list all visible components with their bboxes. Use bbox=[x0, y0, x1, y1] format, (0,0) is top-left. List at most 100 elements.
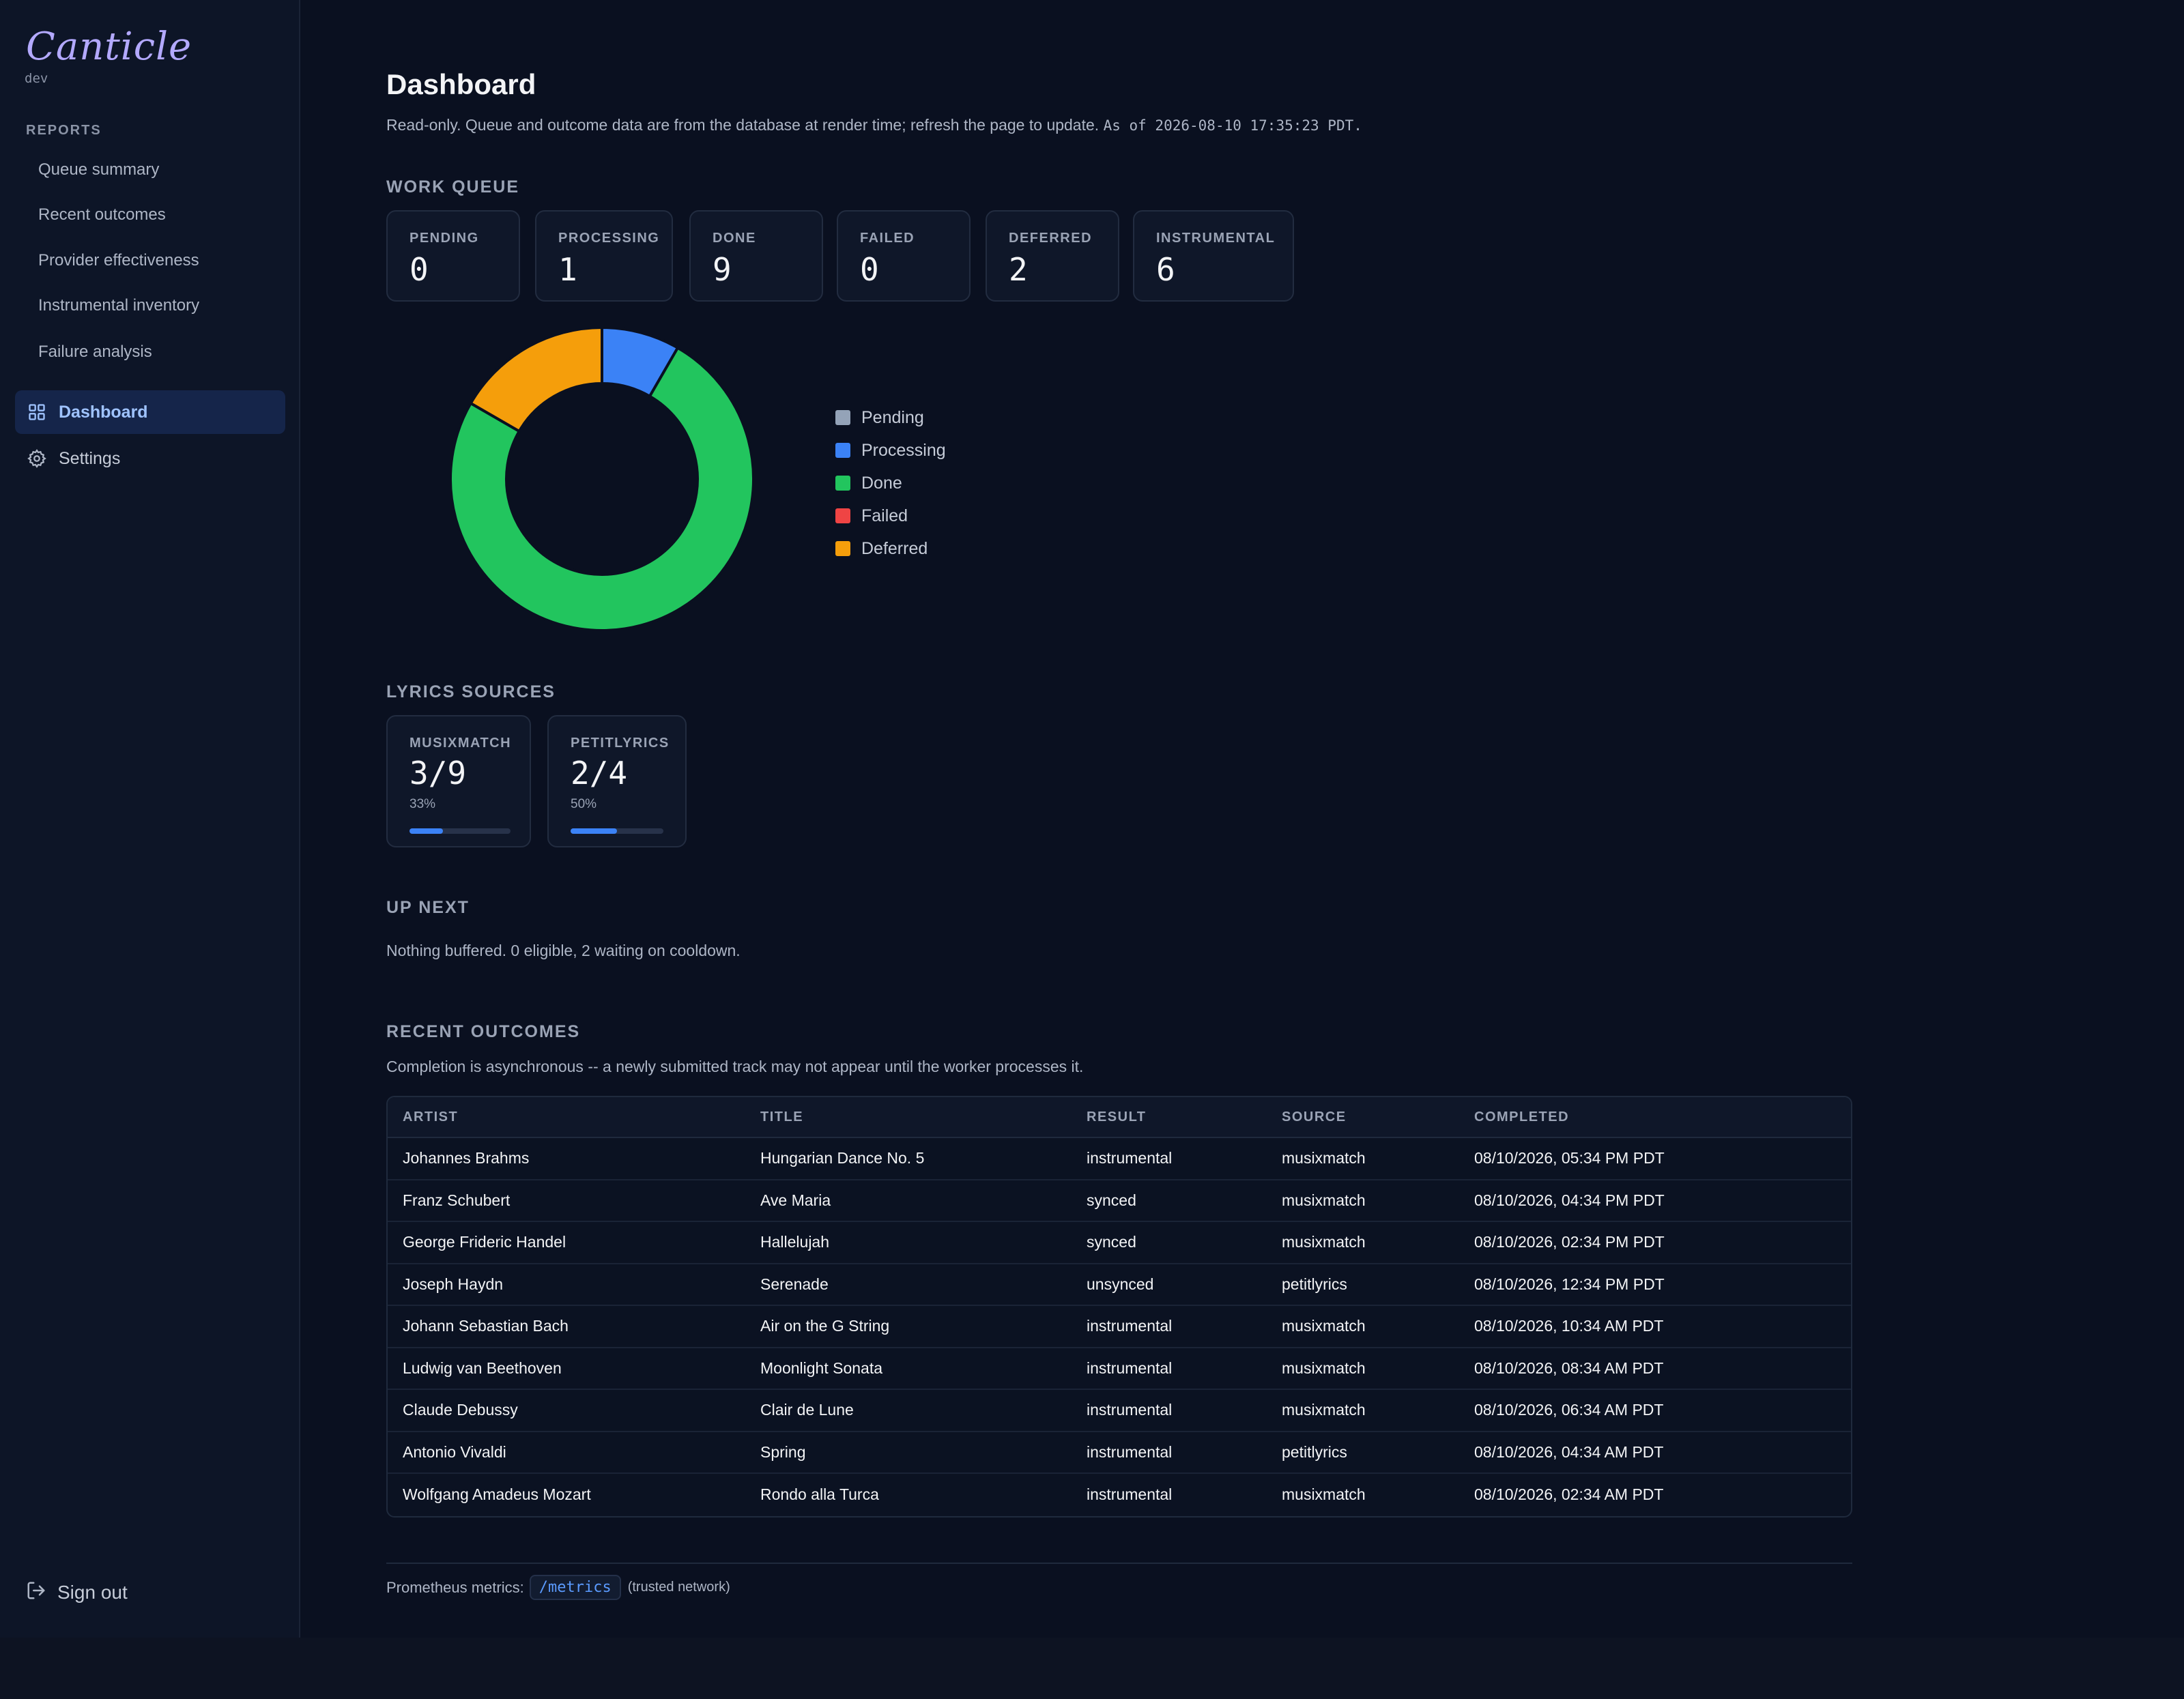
up-next-text: Nothing buffered. 0 eligible, 2 waiting … bbox=[386, 942, 741, 959]
footer-divider bbox=[386, 1563, 1852, 1564]
footer-prefix: Prometheus metrics: bbox=[386, 1578, 524, 1596]
table-row: George Frideric Handel Hallelujah synced mu… bbox=[388, 1222, 1851, 1264]
cell-result: synced bbox=[1087, 1233, 1136, 1251]
cell-result: instrumental bbox=[1087, 1359, 1173, 1377]
cell-title: Air on the G String bbox=[760, 1317, 890, 1335]
table-row: Franz Schubert Ave Maria synced musixmatch 0… bbox=[388, 1180, 1851, 1222]
cell-source: musixmatch bbox=[1282, 1233, 1366, 1251]
legend-item-done: Done bbox=[835, 467, 946, 499]
cell-artist: Franz Schubert bbox=[403, 1191, 511, 1209]
column-header-artist[interactable]: ARTIST bbox=[403, 1109, 459, 1124]
cell-source: petitlyrics bbox=[1282, 1275, 1347, 1293]
report-link-failure-analysis[interactable]: Failure analysis bbox=[38, 343, 152, 361]
legend-item-processing: Processing bbox=[835, 434, 946, 467]
sidebar-item-label: Dashboard bbox=[59, 402, 148, 422]
page-subtitle: Read-only. Queue and outcome data are fr… bbox=[386, 116, 1362, 134]
legend-item-pending: Pending bbox=[835, 401, 946, 434]
donut-slice-deferred bbox=[469, 328, 603, 433]
sidebar-item-dashboard[interactable]: Dashboard bbox=[15, 390, 285, 434]
cell-result: unsynced bbox=[1087, 1275, 1154, 1293]
stat-value: 9 bbox=[713, 251, 732, 288]
source-value: 2/4 bbox=[571, 755, 628, 792]
cell-artist: Wolfgang Amadeus Mozart bbox=[403, 1485, 591, 1504]
stat-label: INSTRUMENTAL bbox=[1156, 231, 1276, 246]
cell-title: Hungarian Dance No. 5 bbox=[760, 1149, 925, 1167]
cell-result: synced bbox=[1087, 1191, 1136, 1209]
source-percent: 33% bbox=[410, 797, 436, 811]
source-progress-fill bbox=[571, 828, 617, 834]
legend-label: Processing bbox=[861, 440, 946, 460]
source-card-petitlyrics: PETITLYRICS 2/4 50% bbox=[547, 715, 687, 847]
legend-swatch bbox=[835, 541, 850, 556]
cell-source: musixmatch bbox=[1282, 1359, 1366, 1377]
queue-donut-chart bbox=[450, 328, 753, 630]
recent-outcomes-heading: RECENT OUTCOMES bbox=[386, 1022, 581, 1041]
table-row: Antonio Vivaldi Spring instrumental petitly… bbox=[388, 1432, 1851, 1474]
stat-value: 1 bbox=[558, 251, 577, 288]
report-link-instrumental-inventory[interactable]: Instrumental inventory bbox=[38, 296, 200, 315]
report-link-queue-summary[interactable]: Queue summary bbox=[38, 160, 160, 179]
footer-suffix: (trusted network) bbox=[627, 1580, 730, 1595]
recent-outcomes-note: Completion is asynchronous -- a newly su… bbox=[386, 1058, 1084, 1075]
table-body: Johannes Brahms Hungarian Dance No. 5 inst… bbox=[388, 1138, 1851, 1516]
report-link-provider-effectiveness[interactable]: Provider effectiveness bbox=[38, 251, 199, 270]
app: Canticle dev REPORTS Queue summary Recen… bbox=[15, 0, 1852, 1638]
chart-legend: Pending Processing Done Failed Deferred bbox=[835, 401, 946, 565]
stat-label: PROCESSING bbox=[558, 231, 660, 246]
legend-swatch bbox=[835, 443, 850, 458]
stat-card-instrumental: INSTRUMENTAL 6 bbox=[1133, 210, 1294, 302]
sidebar-item-settings[interactable]: Settings bbox=[15, 437, 285, 480]
column-header-source[interactable]: SOURCE bbox=[1282, 1109, 1347, 1124]
source-percent: 50% bbox=[571, 797, 597, 811]
cell-artist: Joseph Haydn bbox=[403, 1275, 504, 1293]
cell-artist: Johann Sebastian Bach bbox=[403, 1317, 569, 1335]
source-value: 3/9 bbox=[410, 755, 467, 792]
stat-card-deferred: DEFERRED 2 bbox=[986, 210, 1119, 302]
metrics-link[interactable]: /metrics bbox=[529, 1575, 621, 1600]
cell-completed: 08/10/2026, 02:34 AM PDT bbox=[1474, 1485, 1664, 1504]
column-header-result[interactable]: RESULT bbox=[1087, 1109, 1147, 1124]
column-header-title[interactable]: TITLE bbox=[760, 1109, 804, 1124]
table-row: Wolfgang Amadeus Mozart Rondo alla Turca i… bbox=[388, 1474, 1851, 1516]
cell-completed: 08/10/2026, 04:34 AM PDT bbox=[1474, 1442, 1664, 1461]
subtitle-text: Read-only. Queue and outcome data are fr… bbox=[386, 116, 1100, 134]
column-header-completed[interactable]: COMPLETED bbox=[1474, 1109, 1570, 1124]
legend-label: Deferred bbox=[861, 538, 928, 558]
stat-card-done: DONE 9 bbox=[689, 210, 823, 302]
work-queue-heading: WORK QUEUE bbox=[386, 177, 519, 197]
cell-result: instrumental bbox=[1087, 1317, 1173, 1335]
cell-artist: Johannes Brahms bbox=[403, 1149, 530, 1167]
legend-label: Pending bbox=[861, 407, 924, 427]
stat-card-processing: PROCESSING 1 bbox=[535, 210, 673, 302]
cell-completed: 08/10/2026, 02:34 PM PDT bbox=[1474, 1233, 1665, 1251]
cell-title: Serenade bbox=[760, 1275, 829, 1293]
up-next-heading: UP NEXT bbox=[386, 898, 470, 917]
environment-label: dev bbox=[25, 71, 48, 86]
reports-section-label: REPORTS bbox=[26, 123, 102, 138]
cell-source: musixmatch bbox=[1282, 1191, 1366, 1209]
stat-value: 6 bbox=[1156, 251, 1175, 288]
table-row: Johannes Brahms Hungarian Dance No. 5 inst… bbox=[388, 1138, 1851, 1180]
app-logo[interactable]: Canticle bbox=[26, 25, 192, 69]
sign-out-button[interactable]: Sign out bbox=[26, 1580, 128, 1604]
stat-label: DONE bbox=[713, 231, 756, 246]
stat-card-pending: PENDING 0 bbox=[386, 210, 520, 302]
table-row: Joseph Haydn Serenade unsynced petitlyrics 0… bbox=[388, 1264, 1851, 1306]
legend-label: Failed bbox=[861, 506, 908, 525]
report-link-recent-outcomes[interactable]: Recent outcomes bbox=[38, 205, 166, 224]
sign-out-label: Sign out bbox=[57, 1581, 128, 1603]
cell-title: Rondo alla Turca bbox=[760, 1485, 879, 1504]
cell-completed: 08/10/2026, 04:34 PM PDT bbox=[1474, 1191, 1665, 1209]
table-row: Ludwig van Beethoven Moonlight Sonata inst… bbox=[388, 1348, 1851, 1390]
cell-title: Ave Maria bbox=[760, 1191, 831, 1209]
cell-artist: George Frideric Handel bbox=[403, 1233, 566, 1251]
gear-icon bbox=[26, 448, 48, 469]
footer: Prometheus metrics: /metrics (trusted ne… bbox=[386, 1575, 730, 1600]
stat-card-failed: FAILED 0 bbox=[837, 210, 971, 302]
legend-item-deferred: Deferred bbox=[835, 532, 946, 565]
cell-source: musixmatch bbox=[1282, 1317, 1366, 1335]
recent-outcomes-table: ARTIST TITLE RESULT SOURCE COMPLETED Joh… bbox=[386, 1096, 1852, 1518]
cell-artist: Claude Debussy bbox=[403, 1401, 518, 1419]
as-of-timestamp: As of 2026-08-10 17:35:23 PDT. bbox=[1103, 117, 1362, 134]
grid-icon bbox=[26, 401, 48, 423]
